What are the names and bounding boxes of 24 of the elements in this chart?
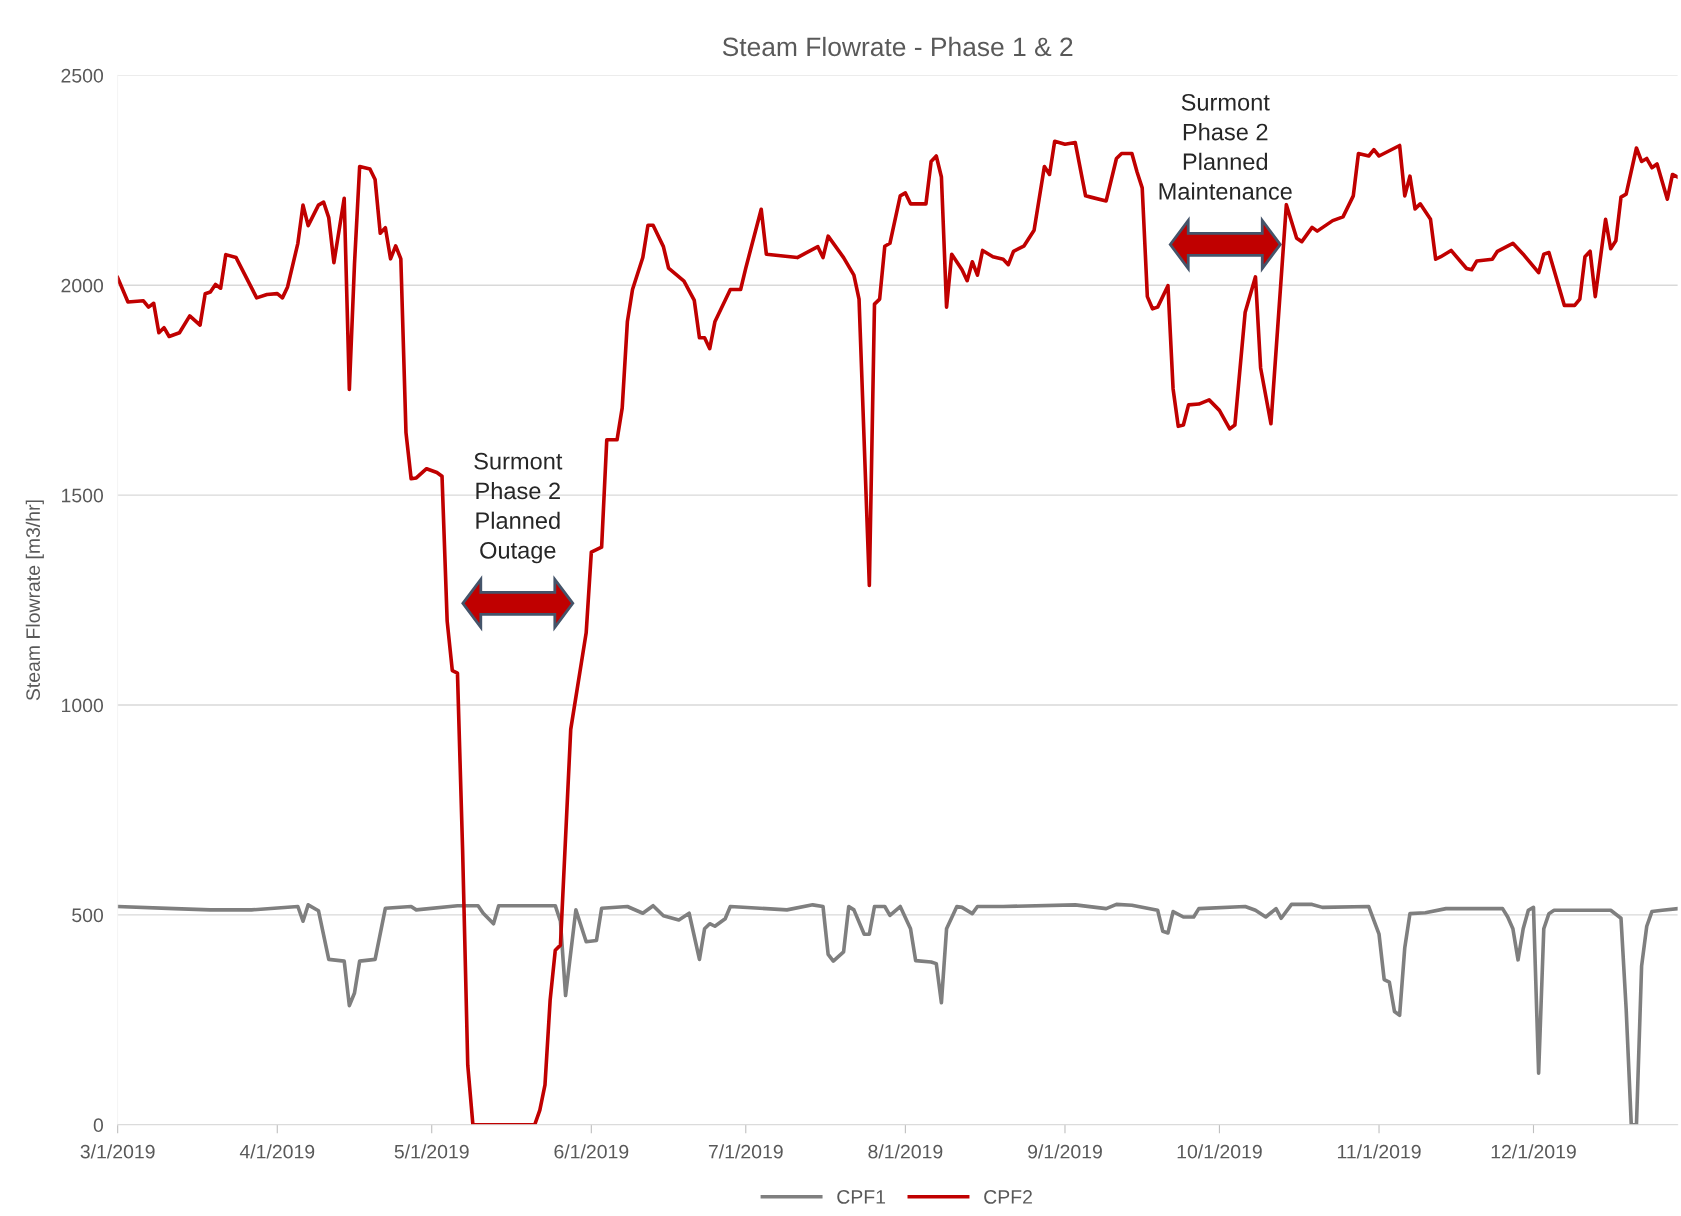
legend-label: CPF1 [837, 1190, 886, 1204]
x-tick-label: 3/1/2019 [80, 1144, 155, 1159]
x-tick-label: 8/1/2019 [868, 1144, 943, 1159]
x-tick-label: 9/1/2019 [1028, 1144, 1102, 1159]
y-tick-label: 1500 [62, 488, 104, 503]
y-tick-label: 0 [93, 1118, 104, 1133]
y-tick-label: 500 [72, 908, 104, 923]
chart-title: Steam Flowrate - Phase 1 & 2 [722, 36, 1073, 57]
line-series [117, 139, 1678, 1125]
y-tick-label: 2500 [61, 68, 104, 83]
legend-label: CPF2 [984, 1190, 1032, 1204]
annotation: Surmont Phase 2 Planned Maintenance [1159, 93, 1292, 200]
y-axis-title: Steam Flowrate [m3/hr] [25, 500, 44, 701]
line-series [117, 902, 1678, 1125]
y-tick-label: 2000 [61, 278, 104, 293]
x-tick-label: 7/1/2019 [708, 1144, 783, 1159]
x-tick-label: 11/1/2019 [1337, 1144, 1421, 1159]
x-tick-label: 4/1/2019 [239, 1144, 315, 1159]
x-tick-label: 5/1/2019 [394, 1144, 469, 1159]
x-tick-label: 10/1/2019 [1177, 1144, 1262, 1159]
y-tick-label: 1000 [62, 698, 104, 713]
annotation: Surmont Phase 2 Planned Outage [474, 452, 563, 564]
x-tick-label: 6/1/2019 [554, 1144, 629, 1159]
x-tick-label: 12/1/2019 [1491, 1144, 1576, 1159]
